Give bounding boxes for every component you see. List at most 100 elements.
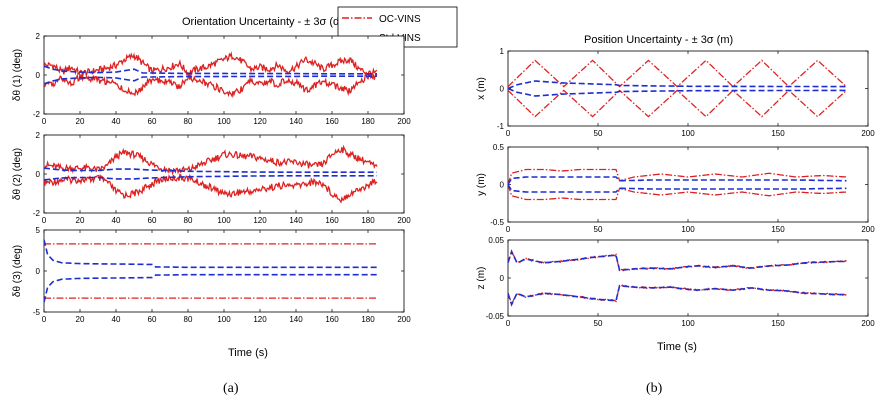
pos-xtick-label: 50 <box>594 129 603 138</box>
orient-ylabel-2: δθ (2) (deg) <box>12 148 23 200</box>
pos-xtick-label: 200 <box>861 129 875 138</box>
pos-ylabel-1: x (m) <box>476 77 487 100</box>
pos-subplot-2-oc-upper-line <box>508 168 847 185</box>
pos-xtick-label: 200 <box>861 319 875 328</box>
pos-ytick-label: 0.5 <box>493 143 505 152</box>
pos-axes-frame-1 <box>507 50 869 127</box>
orient-xtick-label: 60 <box>148 216 157 225</box>
pos-xtick-label: 200 <box>861 225 875 234</box>
orient-ytick-label: 2 <box>36 32 41 41</box>
orient-subplot-2-std-lower-line <box>44 175 377 181</box>
orient-subplot-2-oc-upper-line <box>44 144 378 176</box>
orient-axes-frame-1 <box>43 35 405 115</box>
position-xlabel: Time (s) <box>657 341 697 353</box>
pos-xtick-label: 0 <box>506 225 511 234</box>
pos-ytick-label: 0.05 <box>488 236 504 245</box>
orient-axes-frame-2 <box>43 134 405 214</box>
pos-subplot-1-oc-upper-line <box>508 59 847 88</box>
orient-subplot-1-std-lower-line <box>44 75 377 85</box>
orient-xtick-label: 0 <box>42 315 47 324</box>
pos-ytick-label: 1 <box>500 47 505 56</box>
orient-ytick-label: 2 <box>36 131 41 140</box>
pos-xtick-label: 150 <box>771 319 785 328</box>
orient-subplot-1-oc-upper-line <box>44 51 378 79</box>
orient-xtick-label: 20 <box>76 216 85 225</box>
caption-a: (a) <box>223 381 239 396</box>
orient-xtick-label: 40 <box>112 117 121 126</box>
orient-xtick-label: 100 <box>217 315 231 324</box>
orient-subplot-1-std-upper-line <box>44 65 377 75</box>
orient-xtick-label: 160 <box>325 315 339 324</box>
pos-xtick-label: 100 <box>681 129 695 138</box>
orient-xtick-label: 160 <box>325 216 339 225</box>
orient-subplot-3-std-upper-line <box>44 239 377 269</box>
orient-ytick-label: -5 <box>33 308 41 317</box>
pos-xtick-label: 0 <box>506 129 511 138</box>
orient-xtick-label: 80 <box>184 216 193 225</box>
orient-xtick-label: 80 <box>184 315 193 324</box>
pos-subplot-1-std-lower-line <box>508 87 847 97</box>
pos-xtick-label: 50 <box>594 319 603 328</box>
pos-xtick-label: 50 <box>594 225 603 234</box>
pos-xtick-label: 100 <box>681 319 695 328</box>
pos-subplot-2-oc-lower-line <box>508 184 847 201</box>
orient-xtick-label: 20 <box>76 315 85 324</box>
pos-subplot-2-std-upper-line <box>508 176 847 185</box>
orient-xtick-label: 200 <box>397 117 411 126</box>
pos-xtick-label: 150 <box>771 225 785 234</box>
pos-subplot-1-oc-lower-line <box>508 89 847 118</box>
orient-ylabel-1: δθ (1) (deg) <box>12 49 23 101</box>
orientation-title: Orientation Uncertainty - ± 3σ (deg) <box>182 16 355 28</box>
orient-xtick-label: 160 <box>325 117 339 126</box>
orient-subplot-2-oc-lower-line <box>44 173 378 204</box>
pos-subplot-1-std-upper-line <box>508 80 847 90</box>
orientation-xlabel: Time (s) <box>228 347 268 359</box>
pos-subplot-2: 0 50 100 150 200-0.500.5y (m) <box>476 143 875 234</box>
pos-ylabel-3: z (m) <box>476 267 487 290</box>
orient-xtick-label: 180 <box>361 216 375 225</box>
orient-xtick-label: 0 <box>42 216 47 225</box>
orient-ytick-label: 5 <box>36 226 41 235</box>
orient-xtick-label: 100 <box>217 117 231 126</box>
orient-subplot-2-std-upper-line <box>44 167 377 173</box>
orient-xtick-label: 200 <box>397 315 411 324</box>
orient-xtick-label: 120 <box>253 117 267 126</box>
pos-ylabel-2: y (m) <box>476 173 487 196</box>
pos-subplot-3-std-upper-line <box>508 249 847 272</box>
orient-xtick-label: 140 <box>289 315 303 324</box>
orient-xtick-label: 100 <box>217 216 231 225</box>
orient-xtick-label: 140 <box>289 216 303 225</box>
pos-axes-frame-2 <box>507 146 869 223</box>
orient-subplot-3-std-lower-line <box>44 273 377 303</box>
orient-xtick-label: 200 <box>397 216 411 225</box>
orient-ylabel-3: δθ (3) (deg) <box>12 245 23 297</box>
pos-xtick-label: 0 <box>506 319 511 328</box>
pos-axes-frame-3 <box>507 239 869 317</box>
orient-xtick-label: 80 <box>184 117 193 126</box>
orient-xtick-label: 60 <box>148 315 157 324</box>
orient-ytick-label: -2 <box>33 110 41 119</box>
orient-xtick-label: 140 <box>289 117 303 126</box>
pos-ytick-label: 0 <box>500 85 505 94</box>
orient-xtick-label: 120 <box>253 216 267 225</box>
orient-xtick-label: 20 <box>76 117 85 126</box>
pos-ytick-label: 0 <box>500 181 505 190</box>
pos-xtick-label: 150 <box>771 129 785 138</box>
pos-subplot-2-std-lower-line <box>508 184 847 193</box>
orient-ytick-label: 0 <box>36 267 41 276</box>
pos-ytick-label: -0.5 <box>490 218 504 227</box>
position-title: Position Uncertainty - ± 3σ (m) <box>584 34 733 46</box>
pos-ytick-label: 0 <box>500 274 505 283</box>
orient-xtick-label: 0 <box>42 117 47 126</box>
orient-xtick-label: 180 <box>361 117 375 126</box>
pos-ytick-label: -1 <box>497 122 505 131</box>
orient-xtick-label: 40 <box>112 315 121 324</box>
orient-subplot-1-oc-lower-line <box>44 72 378 99</box>
pos-subplot-3-std-lower-line <box>508 284 847 307</box>
